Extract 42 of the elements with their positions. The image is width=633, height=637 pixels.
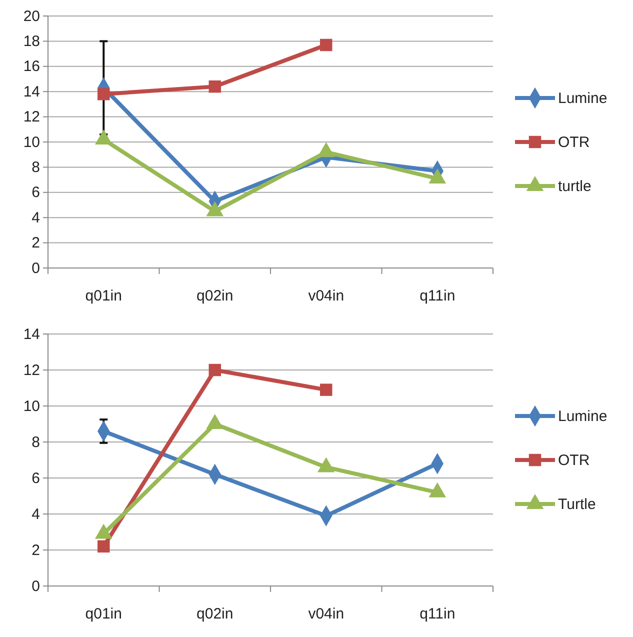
y-tick-label: 2: [32, 234, 40, 252]
point: [208, 80, 221, 93]
y-tick-label: 4: [32, 506, 40, 523]
point: [208, 364, 221, 376]
point: [98, 88, 110, 100]
y-tick-label: 6: [32, 184, 40, 202]
y-tick-label: 0: [32, 578, 40, 595]
y-tick-label: 0: [32, 260, 40, 277]
y-tick-label: 10: [23, 134, 40, 151]
legend-label: turtle: [558, 178, 592, 195]
x-tick-label: q02in: [196, 606, 234, 623]
x-tick-label: q01in: [85, 288, 122, 305]
legend-label: Turtle: [558, 496, 596, 513]
legend-label: Lumine: [558, 90, 608, 107]
x-tick-label: q02in: [196, 288, 234, 305]
legend-label: OTR: [558, 452, 590, 469]
x-tick-label: q01in: [85, 606, 122, 623]
y-tick-label: 4: [32, 209, 40, 226]
y-tick-label: 8: [32, 434, 40, 451]
y-tick-label: 20: [23, 8, 40, 25]
y-tick-label: 14: [23, 326, 40, 343]
y-tick-label: 10: [23, 398, 40, 415]
x-tick-label: v04in: [308, 288, 344, 305]
point: [206, 201, 224, 216]
x-tick-label: q11in: [420, 606, 456, 623]
y-tick-label: 8: [32, 159, 40, 176]
y-tick-label: 6: [32, 470, 40, 487]
legend-label: OTR: [558, 134, 590, 151]
legend-label: Lumine: [558, 408, 608, 425]
y-tick-label: 12: [23, 362, 40, 379]
point: [320, 38, 332, 52]
x-tick-label: v04in: [308, 606, 344, 623]
point: [98, 540, 110, 553]
y-tick-label: 18: [23, 33, 40, 50]
y-tick-label: 12: [23, 108, 40, 126]
point: [320, 384, 332, 396]
y-tick-label: 14: [23, 83, 40, 100]
point: [428, 168, 446, 184]
y-tick-label: 16: [23, 58, 40, 76]
y-tick-label: 2: [32, 542, 40, 559]
point: [94, 129, 112, 144]
x-tick-label: q11in: [420, 288, 456, 305]
